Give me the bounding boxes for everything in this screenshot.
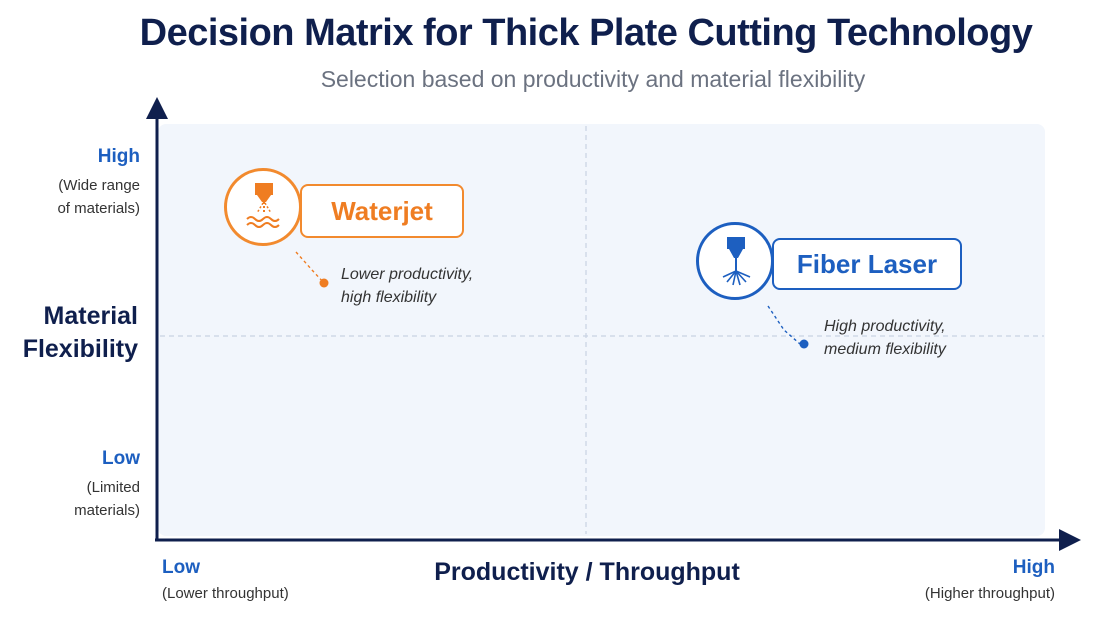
x-axis-title: Productivity / Throughput [434,558,740,586]
x-low-sub: (Lower throughput) [162,585,289,602]
x-high-sub: (Higher throughput) [924,585,1055,602]
y-low-sub-line1: (Limited [86,479,140,496]
x-low-label: Low [162,557,200,578]
fiber-laser-label-box: Fiber Laser [772,238,962,290]
y-low-sub-line2: materials) [74,502,140,519]
waterjet-note-line2: high flexibility [341,289,437,306]
x-high-label: High [1012,557,1055,578]
x-axis-arrowhead [1059,529,1081,551]
y-axis-title-line2: Flexibility [22,335,138,363]
x-high-label-group: High (Higher throughput) [900,557,1055,602]
y-low-label-group: Low (Limited materials) [40,448,140,522]
waterjet-nozzle-icon [246,183,280,228]
fiber-laser-note: High productivity, medium flexibility [824,315,946,361]
y-axis-arrowhead [146,97,168,119]
chart-title: Decision Matrix for Thick Plate Cutting … [139,12,1033,54]
fiber-laser-badge [696,222,774,300]
y-axis-title-line1: Material [43,302,138,330]
fiber-laser-note-line1: High productivity, [824,318,946,335]
y-high-sub-line2: of materials) [57,200,140,217]
waterjet-note: Lower productivity, high flexibility [341,263,473,309]
waterjet-note-line1: Lower productivity, [341,266,474,283]
y-high-sub-line1: (Wide range [58,177,140,194]
waterjet-label: Waterjet [331,195,433,226]
waterjet-label-box: Waterjet [300,184,464,238]
waterjet-leader-dot [319,278,329,288]
y-high-label: High [97,146,140,167]
chart-subtitle: Selection based on productivity and mate… [320,66,866,92]
laser-nozzle-icon [722,237,751,286]
waterjet-leader-line [295,251,325,284]
fiber-laser-leader-line [767,305,801,345]
fiber-laser-leader-dot [799,339,809,349]
fiber-laser-label: Fiber Laser [796,248,938,279]
y-axis-title: Material Flexibility [10,300,138,366]
y-high-label-group: High (Wide range of materials) [40,146,140,220]
y-low-label: Low [102,448,140,469]
waterjet-badge [224,168,302,246]
fiber-laser-note-line2: medium flexibility [824,341,946,358]
x-low-label-group: Low (Lower throughput) [162,557,289,602]
